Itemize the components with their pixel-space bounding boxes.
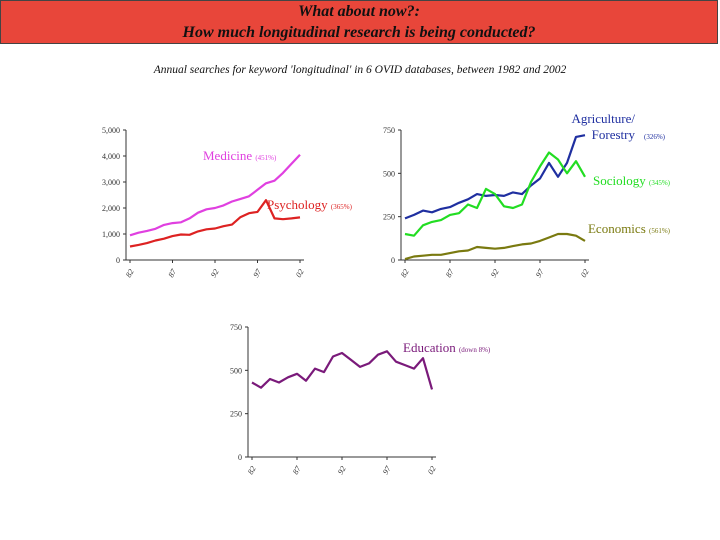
series-label-pct: (451%) xyxy=(255,154,277,162)
y-tick-label: 4,000 xyxy=(102,152,120,161)
x-tick-label: 92 xyxy=(209,268,221,279)
series-label: Psychology (365%) xyxy=(267,197,353,212)
series-label-pct: (down 8%) xyxy=(459,346,491,354)
series-name: Education xyxy=(403,340,459,355)
slide-title: What about now?: xyxy=(298,3,420,20)
y-tick-label: 250 xyxy=(230,410,242,419)
series-label: Forestry xyxy=(592,127,636,142)
series-label-pct: (345%) xyxy=(649,179,671,187)
x-tick-label: 02 xyxy=(426,465,438,476)
x-tick-label: 82 xyxy=(124,268,136,279)
x-tick-label: 97 xyxy=(381,464,393,476)
y-tick-label: 0 xyxy=(116,256,120,265)
series-name: Psychology xyxy=(267,197,331,212)
series-label: Education (down 8%) xyxy=(403,340,491,355)
series-label: Economics (561%) xyxy=(588,221,671,236)
x-tick-label: 02 xyxy=(579,268,591,279)
x-tick-label: 87 xyxy=(444,267,456,279)
series-label-pct: (365%) xyxy=(331,203,353,211)
chart-caption: Annual searches for keyword 'longitudina… xyxy=(153,64,567,76)
y-tick-label: 500 xyxy=(383,169,395,178)
series-name: Economics xyxy=(588,221,649,236)
y-tick-label: 500 xyxy=(230,366,242,375)
y-tick-label: 750 xyxy=(383,126,395,135)
x-tick-label: 87 xyxy=(291,464,303,476)
x-tick-label: 82 xyxy=(399,268,411,279)
series-line-education xyxy=(251,350,434,390)
series-label-pct: (326%) xyxy=(644,133,666,141)
series-line-medicine xyxy=(129,153,301,237)
x-tick-label: 92 xyxy=(336,465,348,476)
x-tick-label: 97 xyxy=(534,267,546,279)
x-tick-label: 92 xyxy=(489,268,501,279)
series-line-psychology xyxy=(129,199,301,248)
series-label-pct: (561%) xyxy=(649,227,671,235)
y-tick-label: 0 xyxy=(238,453,242,462)
y-tick-label: 2,000 xyxy=(102,204,120,213)
x-tick-label: 97 xyxy=(251,267,263,279)
series-line-economics xyxy=(404,232,586,261)
y-tick-label: 250 xyxy=(383,213,395,222)
y-tick-label: 0 xyxy=(391,256,395,265)
y-tick-label: 3,000 xyxy=(102,178,120,187)
series-name: Sociology xyxy=(593,173,649,188)
y-tick-label: 750 xyxy=(230,323,242,332)
x-tick-label: 87 xyxy=(166,267,178,279)
series-label: Medicine (451%) xyxy=(203,148,277,163)
slide-header: What about now?: How much longitudinal r… xyxy=(0,0,718,44)
x-tick-label: 02 xyxy=(294,268,306,279)
series-name: Medicine xyxy=(203,148,255,163)
y-tick-label: 1,000 xyxy=(102,230,120,239)
slide-subtitle-question: How much longitudinal research is being … xyxy=(182,24,536,41)
series-line-sociology xyxy=(404,151,586,237)
y-tick-label: 5,000 xyxy=(102,126,120,135)
series-label: Agriculture/ xyxy=(571,111,635,126)
series-label: Sociology (345%) xyxy=(593,173,671,188)
x-tick-label: 82 xyxy=(246,465,258,476)
series-line-agriculture-forestry xyxy=(404,134,586,220)
